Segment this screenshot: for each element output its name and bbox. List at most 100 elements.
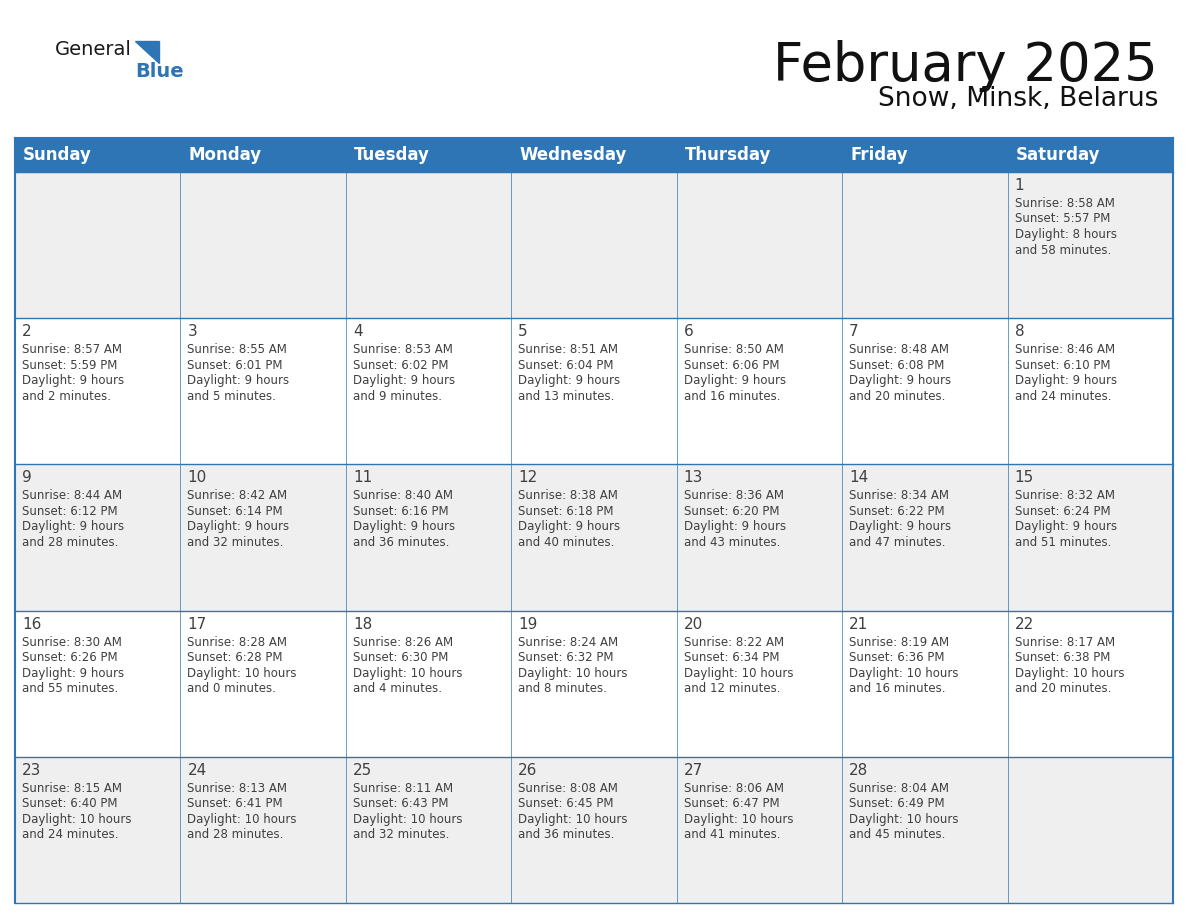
Bar bbox=[677, 756, 842, 903]
Bar bbox=[181, 319, 346, 465]
Text: and 12 minutes.: and 12 minutes. bbox=[684, 682, 781, 695]
Text: Wednesday: Wednesday bbox=[519, 146, 626, 164]
Text: and 24 minutes.: and 24 minutes. bbox=[23, 828, 119, 841]
Text: Sunrise: 8:57 AM: Sunrise: 8:57 AM bbox=[23, 343, 122, 356]
Text: Sunset: 6:28 PM: Sunset: 6:28 PM bbox=[188, 651, 283, 664]
Text: and 13 minutes.: and 13 minutes. bbox=[518, 390, 614, 403]
Bar bbox=[842, 172, 1007, 319]
Text: Sunrise: 8:44 AM: Sunrise: 8:44 AM bbox=[23, 489, 122, 502]
Text: and 32 minutes.: and 32 minutes. bbox=[353, 828, 449, 841]
Bar bbox=[842, 138, 1007, 172]
Text: and 43 minutes.: and 43 minutes. bbox=[684, 536, 781, 549]
Text: and 20 minutes.: and 20 minutes. bbox=[849, 390, 946, 403]
Bar bbox=[677, 319, 842, 465]
Text: Sunrise: 8:17 AM: Sunrise: 8:17 AM bbox=[1015, 635, 1114, 649]
Text: Sunset: 6:47 PM: Sunset: 6:47 PM bbox=[684, 798, 779, 811]
Bar bbox=[346, 172, 511, 319]
Bar bbox=[181, 465, 346, 610]
Text: Daylight: 10 hours: Daylight: 10 hours bbox=[353, 666, 462, 679]
Text: Saturday: Saturday bbox=[1016, 146, 1100, 164]
Text: Daylight: 10 hours: Daylight: 10 hours bbox=[1015, 666, 1124, 679]
Text: and 16 minutes.: and 16 minutes. bbox=[849, 682, 946, 695]
Text: Sunset: 6:16 PM: Sunset: 6:16 PM bbox=[353, 505, 449, 518]
Text: Sunset: 6:26 PM: Sunset: 6:26 PM bbox=[23, 651, 118, 664]
Text: Sunrise: 8:50 AM: Sunrise: 8:50 AM bbox=[684, 343, 784, 356]
Bar bbox=[181, 138, 346, 172]
Text: 24: 24 bbox=[188, 763, 207, 778]
Text: Sunrise: 8:36 AM: Sunrise: 8:36 AM bbox=[684, 489, 784, 502]
Text: 28: 28 bbox=[849, 763, 868, 778]
Text: Daylight: 10 hours: Daylight: 10 hours bbox=[518, 666, 627, 679]
Bar bbox=[15, 319, 181, 465]
Text: Sunset: 6:18 PM: Sunset: 6:18 PM bbox=[518, 505, 614, 518]
Text: Sunset: 6:41 PM: Sunset: 6:41 PM bbox=[188, 798, 283, 811]
Text: and 16 minutes.: and 16 minutes. bbox=[684, 390, 781, 403]
Bar bbox=[511, 465, 677, 610]
Text: Sunday: Sunday bbox=[23, 146, 91, 164]
Text: Snow, Minsk, Belarus: Snow, Minsk, Belarus bbox=[878, 86, 1158, 112]
Text: and 5 minutes.: and 5 minutes. bbox=[188, 390, 277, 403]
Text: Daylight: 9 hours: Daylight: 9 hours bbox=[188, 521, 290, 533]
Text: and 36 minutes.: and 36 minutes. bbox=[353, 536, 449, 549]
Text: and 47 minutes.: and 47 minutes. bbox=[849, 536, 946, 549]
Bar bbox=[181, 756, 346, 903]
Text: Sunrise: 8:32 AM: Sunrise: 8:32 AM bbox=[1015, 489, 1114, 502]
Text: 8: 8 bbox=[1015, 324, 1024, 339]
Bar bbox=[511, 172, 677, 319]
Text: Daylight: 10 hours: Daylight: 10 hours bbox=[188, 812, 297, 826]
Text: Sunset: 6:14 PM: Sunset: 6:14 PM bbox=[188, 505, 283, 518]
Text: Sunrise: 8:08 AM: Sunrise: 8:08 AM bbox=[518, 782, 618, 795]
Text: Sunset: 6:02 PM: Sunset: 6:02 PM bbox=[353, 359, 448, 372]
Text: Blue: Blue bbox=[135, 62, 184, 81]
Text: 10: 10 bbox=[188, 470, 207, 486]
Text: 4: 4 bbox=[353, 324, 362, 339]
Text: Daylight: 9 hours: Daylight: 9 hours bbox=[188, 375, 290, 387]
Text: and 24 minutes.: and 24 minutes. bbox=[1015, 390, 1111, 403]
Text: Daylight: 9 hours: Daylight: 9 hours bbox=[684, 375, 785, 387]
Text: and 9 minutes.: and 9 minutes. bbox=[353, 390, 442, 403]
Text: Daylight: 9 hours: Daylight: 9 hours bbox=[23, 375, 124, 387]
Text: February 2025: February 2025 bbox=[773, 40, 1158, 92]
Text: and 40 minutes.: and 40 minutes. bbox=[518, 536, 614, 549]
Text: 18: 18 bbox=[353, 617, 372, 632]
Bar bbox=[842, 756, 1007, 903]
Text: General: General bbox=[55, 40, 132, 59]
Text: Sunrise: 8:28 AM: Sunrise: 8:28 AM bbox=[188, 635, 287, 649]
Text: and 2 minutes.: and 2 minutes. bbox=[23, 390, 110, 403]
Text: and 51 minutes.: and 51 minutes. bbox=[1015, 536, 1111, 549]
Text: Sunrise: 8:15 AM: Sunrise: 8:15 AM bbox=[23, 782, 122, 795]
Text: Sunset: 6:34 PM: Sunset: 6:34 PM bbox=[684, 651, 779, 664]
Bar bbox=[1007, 172, 1173, 319]
Bar bbox=[346, 756, 511, 903]
Text: and 0 minutes.: and 0 minutes. bbox=[188, 682, 277, 695]
Text: 25: 25 bbox=[353, 763, 372, 778]
Text: 21: 21 bbox=[849, 617, 868, 632]
Text: Thursday: Thursday bbox=[684, 146, 771, 164]
Text: Sunset: 6:24 PM: Sunset: 6:24 PM bbox=[1015, 505, 1111, 518]
Text: Daylight: 9 hours: Daylight: 9 hours bbox=[518, 375, 620, 387]
Text: Sunset: 6:12 PM: Sunset: 6:12 PM bbox=[23, 505, 118, 518]
Text: Sunset: 6:04 PM: Sunset: 6:04 PM bbox=[518, 359, 614, 372]
Text: Daylight: 9 hours: Daylight: 9 hours bbox=[353, 375, 455, 387]
Text: 15: 15 bbox=[1015, 470, 1034, 486]
Bar bbox=[346, 465, 511, 610]
Bar bbox=[15, 465, 181, 610]
Text: Sunrise: 8:26 AM: Sunrise: 8:26 AM bbox=[353, 635, 453, 649]
Text: Sunset: 5:59 PM: Sunset: 5:59 PM bbox=[23, 359, 118, 372]
Text: 9: 9 bbox=[23, 470, 32, 486]
Text: and 28 minutes.: and 28 minutes. bbox=[188, 828, 284, 841]
Text: and 58 minutes.: and 58 minutes. bbox=[1015, 243, 1111, 256]
Text: Daylight: 10 hours: Daylight: 10 hours bbox=[23, 812, 132, 826]
Text: Sunrise: 8:04 AM: Sunrise: 8:04 AM bbox=[849, 782, 949, 795]
Text: 20: 20 bbox=[684, 617, 703, 632]
Text: Sunset: 6:43 PM: Sunset: 6:43 PM bbox=[353, 798, 448, 811]
Text: 5: 5 bbox=[518, 324, 527, 339]
Text: Sunset: 6:49 PM: Sunset: 6:49 PM bbox=[849, 798, 944, 811]
Bar bbox=[511, 610, 677, 756]
Text: Tuesday: Tuesday bbox=[354, 146, 430, 164]
Text: Sunrise: 8:53 AM: Sunrise: 8:53 AM bbox=[353, 343, 453, 356]
Text: Sunrise: 8:51 AM: Sunrise: 8:51 AM bbox=[518, 343, 618, 356]
Text: 22: 22 bbox=[1015, 617, 1034, 632]
Bar bbox=[842, 465, 1007, 610]
Bar bbox=[181, 610, 346, 756]
